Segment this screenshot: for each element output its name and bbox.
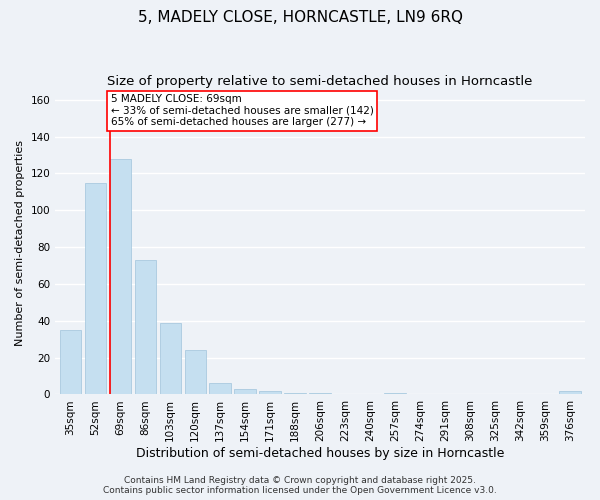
- Text: Contains HM Land Registry data © Crown copyright and database right 2025.
Contai: Contains HM Land Registry data © Crown c…: [103, 476, 497, 495]
- Bar: [110, 158, 131, 394]
- Bar: [559, 391, 581, 394]
- Title: Size of property relative to semi-detached houses in Horncastle: Size of property relative to semi-detach…: [107, 75, 533, 88]
- Bar: [85, 182, 106, 394]
- Bar: [235, 389, 256, 394]
- Bar: [310, 392, 331, 394]
- X-axis label: Distribution of semi-detached houses by size in Horncastle: Distribution of semi-detached houses by …: [136, 447, 504, 460]
- Y-axis label: Number of semi-detached properties: Number of semi-detached properties: [15, 140, 25, 346]
- Bar: [160, 322, 181, 394]
- Bar: [134, 260, 156, 394]
- Text: 5, MADELY CLOSE, HORNCASTLE, LN9 6RQ: 5, MADELY CLOSE, HORNCASTLE, LN9 6RQ: [137, 10, 463, 25]
- Bar: [284, 392, 306, 394]
- Bar: [259, 391, 281, 394]
- Text: 5 MADELY CLOSE: 69sqm
← 33% of semi-detached houses are smaller (142)
65% of sem: 5 MADELY CLOSE: 69sqm ← 33% of semi-deta…: [110, 94, 374, 128]
- Bar: [59, 330, 81, 394]
- Bar: [385, 392, 406, 394]
- Bar: [185, 350, 206, 395]
- Bar: [209, 384, 231, 394]
